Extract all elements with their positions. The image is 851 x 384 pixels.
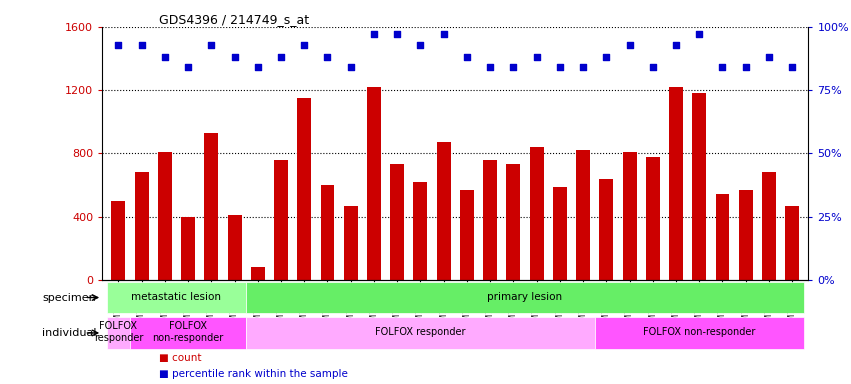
Point [762,54,776,60]
Point [646,64,660,70]
Bar [646,157,660,280]
Bar [483,160,497,280]
Bar [623,152,637,280]
Point [669,41,683,48]
Point [530,54,544,60]
Bar [130,317,246,349]
Point [576,64,590,70]
Point [158,54,172,60]
Point [274,54,288,60]
Bar [576,150,590,280]
Text: FOLFOX
non-responder: FOLFOX non-responder [152,321,224,343]
Point [623,41,637,48]
Text: individual: individual [42,328,96,338]
Bar [692,93,706,280]
Bar [321,185,334,280]
Bar [158,152,172,280]
Bar [460,190,474,280]
Point [111,41,125,48]
Bar [344,205,357,280]
Text: FOLFOX responder: FOLFOX responder [375,327,465,337]
Bar [227,215,242,280]
Bar [111,201,125,280]
Bar [106,317,130,349]
Text: metastatic lesion: metastatic lesion [131,292,221,302]
Bar [762,172,776,280]
Point [181,64,195,70]
Point [251,64,265,70]
Bar [106,281,246,313]
Bar [599,179,614,280]
Bar [739,190,752,280]
Point [298,41,311,48]
Point [553,64,567,70]
Point [506,64,520,70]
Text: ■ count: ■ count [158,353,201,363]
Point [739,64,752,70]
Point [391,31,404,38]
Bar [297,98,311,280]
Point [599,54,613,60]
Bar [595,317,804,349]
Text: ■ percentile rank within the sample: ■ percentile rank within the sample [158,369,347,379]
Bar [367,87,381,280]
Text: FOLFOX
responder: FOLFOX responder [94,321,143,343]
Bar [134,172,149,280]
Bar [553,187,567,280]
Bar [529,147,544,280]
Point [460,54,474,60]
Point [204,41,218,48]
Bar [391,164,404,280]
Point [321,54,334,60]
Point [716,64,729,70]
Bar [246,281,804,313]
Bar [181,217,195,280]
Bar [204,133,219,280]
Point [483,64,497,70]
Bar [669,87,683,280]
Bar [274,160,288,280]
Bar [785,205,799,280]
Point [437,31,450,38]
Point [414,41,427,48]
Point [134,41,148,48]
Text: primary lesion: primary lesion [488,292,563,302]
Point [785,64,799,70]
Point [344,64,357,70]
Bar [716,194,729,280]
Bar [251,267,265,280]
Point [367,31,380,38]
Text: FOLFOX non-responder: FOLFOX non-responder [643,327,756,337]
Point [693,31,706,38]
Bar [506,164,520,280]
Text: specimen: specimen [42,293,96,303]
Bar [246,317,595,349]
Bar [437,142,451,280]
Text: GDS4396 / 214749_s_at: GDS4396 / 214749_s_at [158,13,309,26]
Point [228,54,242,60]
Bar [414,182,427,280]
